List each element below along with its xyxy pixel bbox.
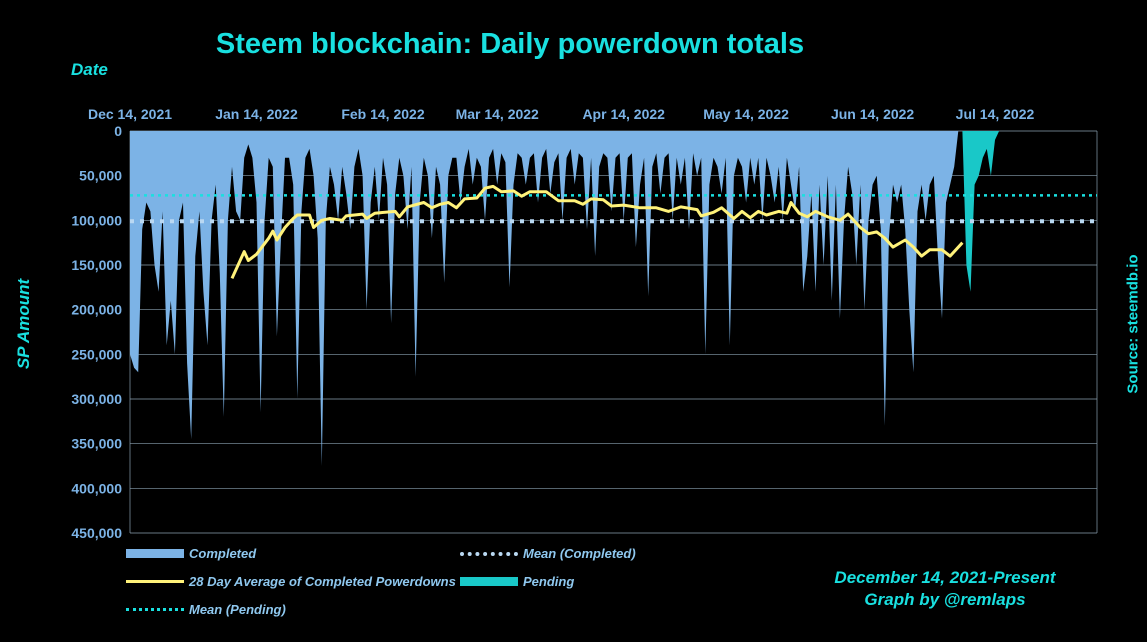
completed-area: [130, 131, 959, 466]
x-tick-label: May 14, 2022: [703, 106, 789, 122]
legend-item-pending: Pending: [460, 574, 574, 589]
y-tick-label: 250,000: [71, 346, 122, 362]
x-tick-label: Jul 14, 2022: [956, 106, 1035, 122]
x-tick-label: Jan 14, 2022: [215, 106, 298, 122]
legend-swatch-completed: [126, 549, 184, 558]
legend-label-mean-pending: Mean (Pending): [189, 602, 286, 617]
y-tick-label: 50,000: [79, 168, 122, 184]
legend-swatch-avg28: [126, 580, 184, 583]
x-tick-label: Mar 14, 2022: [456, 106, 539, 122]
footer-credit: Graph by @remlaps: [864, 590, 1026, 609]
y-tick-label: 350,000: [71, 436, 122, 452]
pending-area: [962, 131, 1000, 292]
y-tick-label: 200,000: [71, 302, 122, 318]
x-tick-label: Apr 14, 2022: [582, 106, 665, 122]
legend-label-pending: Pending: [523, 574, 575, 589]
legend-label-completed: Completed: [189, 546, 257, 561]
legend-swatch-mean-pending: [126, 608, 184, 611]
chart-title: Steem blockchain: Daily powerdown totals: [215, 28, 805, 60]
legend-swatch-pending: [460, 577, 518, 586]
x-tick-label: Jun 14, 2022: [831, 106, 914, 122]
legend-item-mean-pending: Mean (Pending): [126, 602, 286, 617]
legend-label-mean-completed: Mean (Completed): [523, 546, 636, 561]
legend-item-completed: Completed: [126, 546, 256, 561]
x-axis-title: Date: [71, 60, 108, 79]
y-tick-label: 300,000: [71, 391, 122, 407]
avg28-line: [230, 184, 964, 280]
y-tick-label: 400,000: [71, 480, 122, 496]
legend-swatch-mean-completed: [460, 551, 518, 556]
legend-item-mean-completed: Mean (Completed): [460, 546, 636, 561]
legend-label-avg28: 28 Day Average of Completed Powerdowns: [189, 574, 456, 589]
legend-item-avg28: 28 Day Average of Completed Powerdowns: [126, 574, 456, 589]
y-tick-label: 150,000: [71, 257, 122, 273]
y-tick-label: 450,000: [71, 525, 122, 541]
x-tick-label: Feb 14, 2022: [341, 106, 424, 122]
y-tick-label: 0: [114, 123, 122, 139]
footer-date-range: December 14, 2021-Present: [834, 568, 1056, 587]
x-tick-label: Dec 14, 2021: [88, 106, 172, 122]
y-tick-label: 100,000: [71, 212, 122, 228]
